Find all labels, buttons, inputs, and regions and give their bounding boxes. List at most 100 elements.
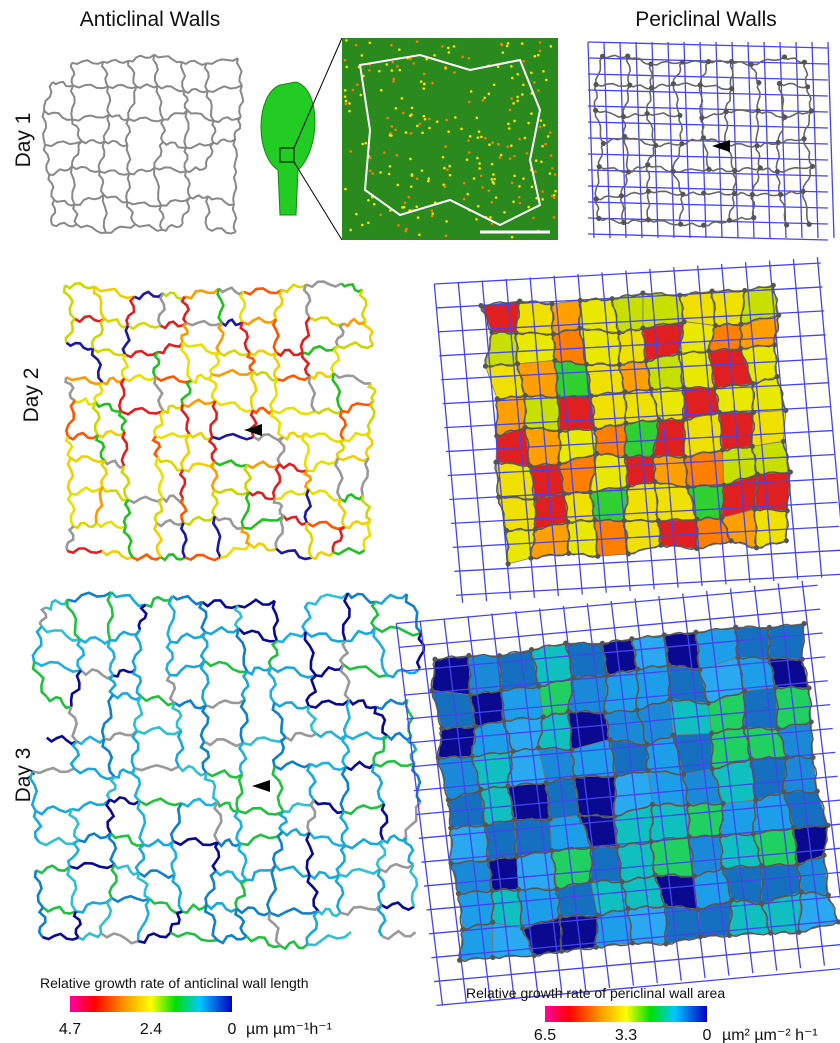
wall (208, 85, 243, 92)
wall (338, 456, 369, 461)
grid-line (588, 42, 594, 238)
wall (130, 168, 155, 175)
wall (340, 411, 346, 440)
dot (510, 65, 513, 68)
wall (153, 437, 160, 458)
dot (379, 214, 382, 217)
wall (310, 872, 340, 878)
dot (553, 196, 556, 199)
dot (544, 143, 547, 146)
wall (271, 667, 316, 677)
wall (99, 171, 103, 194)
wall (158, 457, 183, 470)
vertex (777, 81, 782, 86)
wall (240, 743, 247, 775)
wall (68, 458, 73, 494)
wall (206, 143, 213, 168)
dot (416, 177, 419, 180)
wall (214, 489, 249, 494)
dot (395, 107, 398, 110)
dot (349, 150, 352, 153)
wall (128, 87, 137, 119)
dot (394, 128, 397, 131)
wall (104, 731, 137, 740)
dot (477, 205, 480, 208)
vertex (594, 196, 599, 201)
vertex (807, 222, 812, 227)
wall (190, 433, 213, 440)
dot (416, 125, 419, 128)
wall (48, 175, 54, 200)
wall (67, 527, 74, 552)
wall (378, 905, 385, 936)
wall (201, 632, 207, 660)
wall (206, 700, 245, 708)
wall (119, 379, 124, 412)
dot (392, 80, 395, 83)
wall (309, 833, 345, 846)
wall (144, 840, 173, 846)
wall (277, 632, 306, 642)
dot (409, 58, 412, 61)
wall (43, 111, 47, 145)
wall (752, 193, 780, 195)
wall (82, 140, 105, 143)
wall (382, 903, 415, 910)
dot (543, 124, 546, 127)
grid-line (588, 42, 828, 48)
wall (388, 733, 412, 740)
grid-line (828, 42, 834, 238)
dot (513, 155, 516, 158)
wall (136, 845, 144, 873)
wall (273, 601, 278, 641)
colorbar-tick: 0 (228, 1021, 237, 1038)
wall (411, 865, 418, 907)
wall (372, 602, 378, 628)
vertex (680, 59, 685, 64)
dot (491, 163, 494, 166)
wall (181, 342, 191, 380)
dot (516, 73, 519, 76)
wall (154, 142, 163, 168)
wall (338, 343, 374, 349)
vertex (619, 193, 624, 198)
vertex (727, 218, 732, 223)
vertex (678, 222, 683, 227)
wall (339, 869, 380, 876)
wall (673, 144, 682, 172)
wall (92, 319, 105, 349)
wall (779, 83, 807, 87)
dot (534, 170, 537, 173)
dot (497, 143, 500, 146)
wall (596, 110, 624, 117)
wall (183, 516, 214, 524)
wall (333, 527, 345, 552)
wall (275, 865, 309, 876)
cell (626, 455, 656, 487)
wall (376, 594, 407, 603)
vertex (776, 140, 781, 145)
wall (163, 142, 186, 148)
dot (467, 139, 470, 142)
colorbar-tick: 3.3 (615, 1027, 637, 1043)
dot (418, 233, 421, 236)
dot (428, 127, 431, 130)
wall (210, 437, 216, 462)
wall (785, 57, 805, 63)
dot (541, 145, 544, 148)
wall (778, 117, 785, 142)
vertex (755, 108, 760, 113)
wall (310, 373, 334, 379)
dot (356, 83, 359, 86)
dot (524, 137, 527, 140)
wall (269, 667, 276, 702)
wall (154, 55, 182, 63)
wall (35, 870, 43, 907)
wall (215, 401, 253, 412)
dot (428, 118, 431, 121)
dot (421, 169, 424, 172)
wall (273, 703, 286, 738)
wall (372, 764, 384, 804)
wall (205, 63, 209, 91)
dot (470, 90, 473, 93)
